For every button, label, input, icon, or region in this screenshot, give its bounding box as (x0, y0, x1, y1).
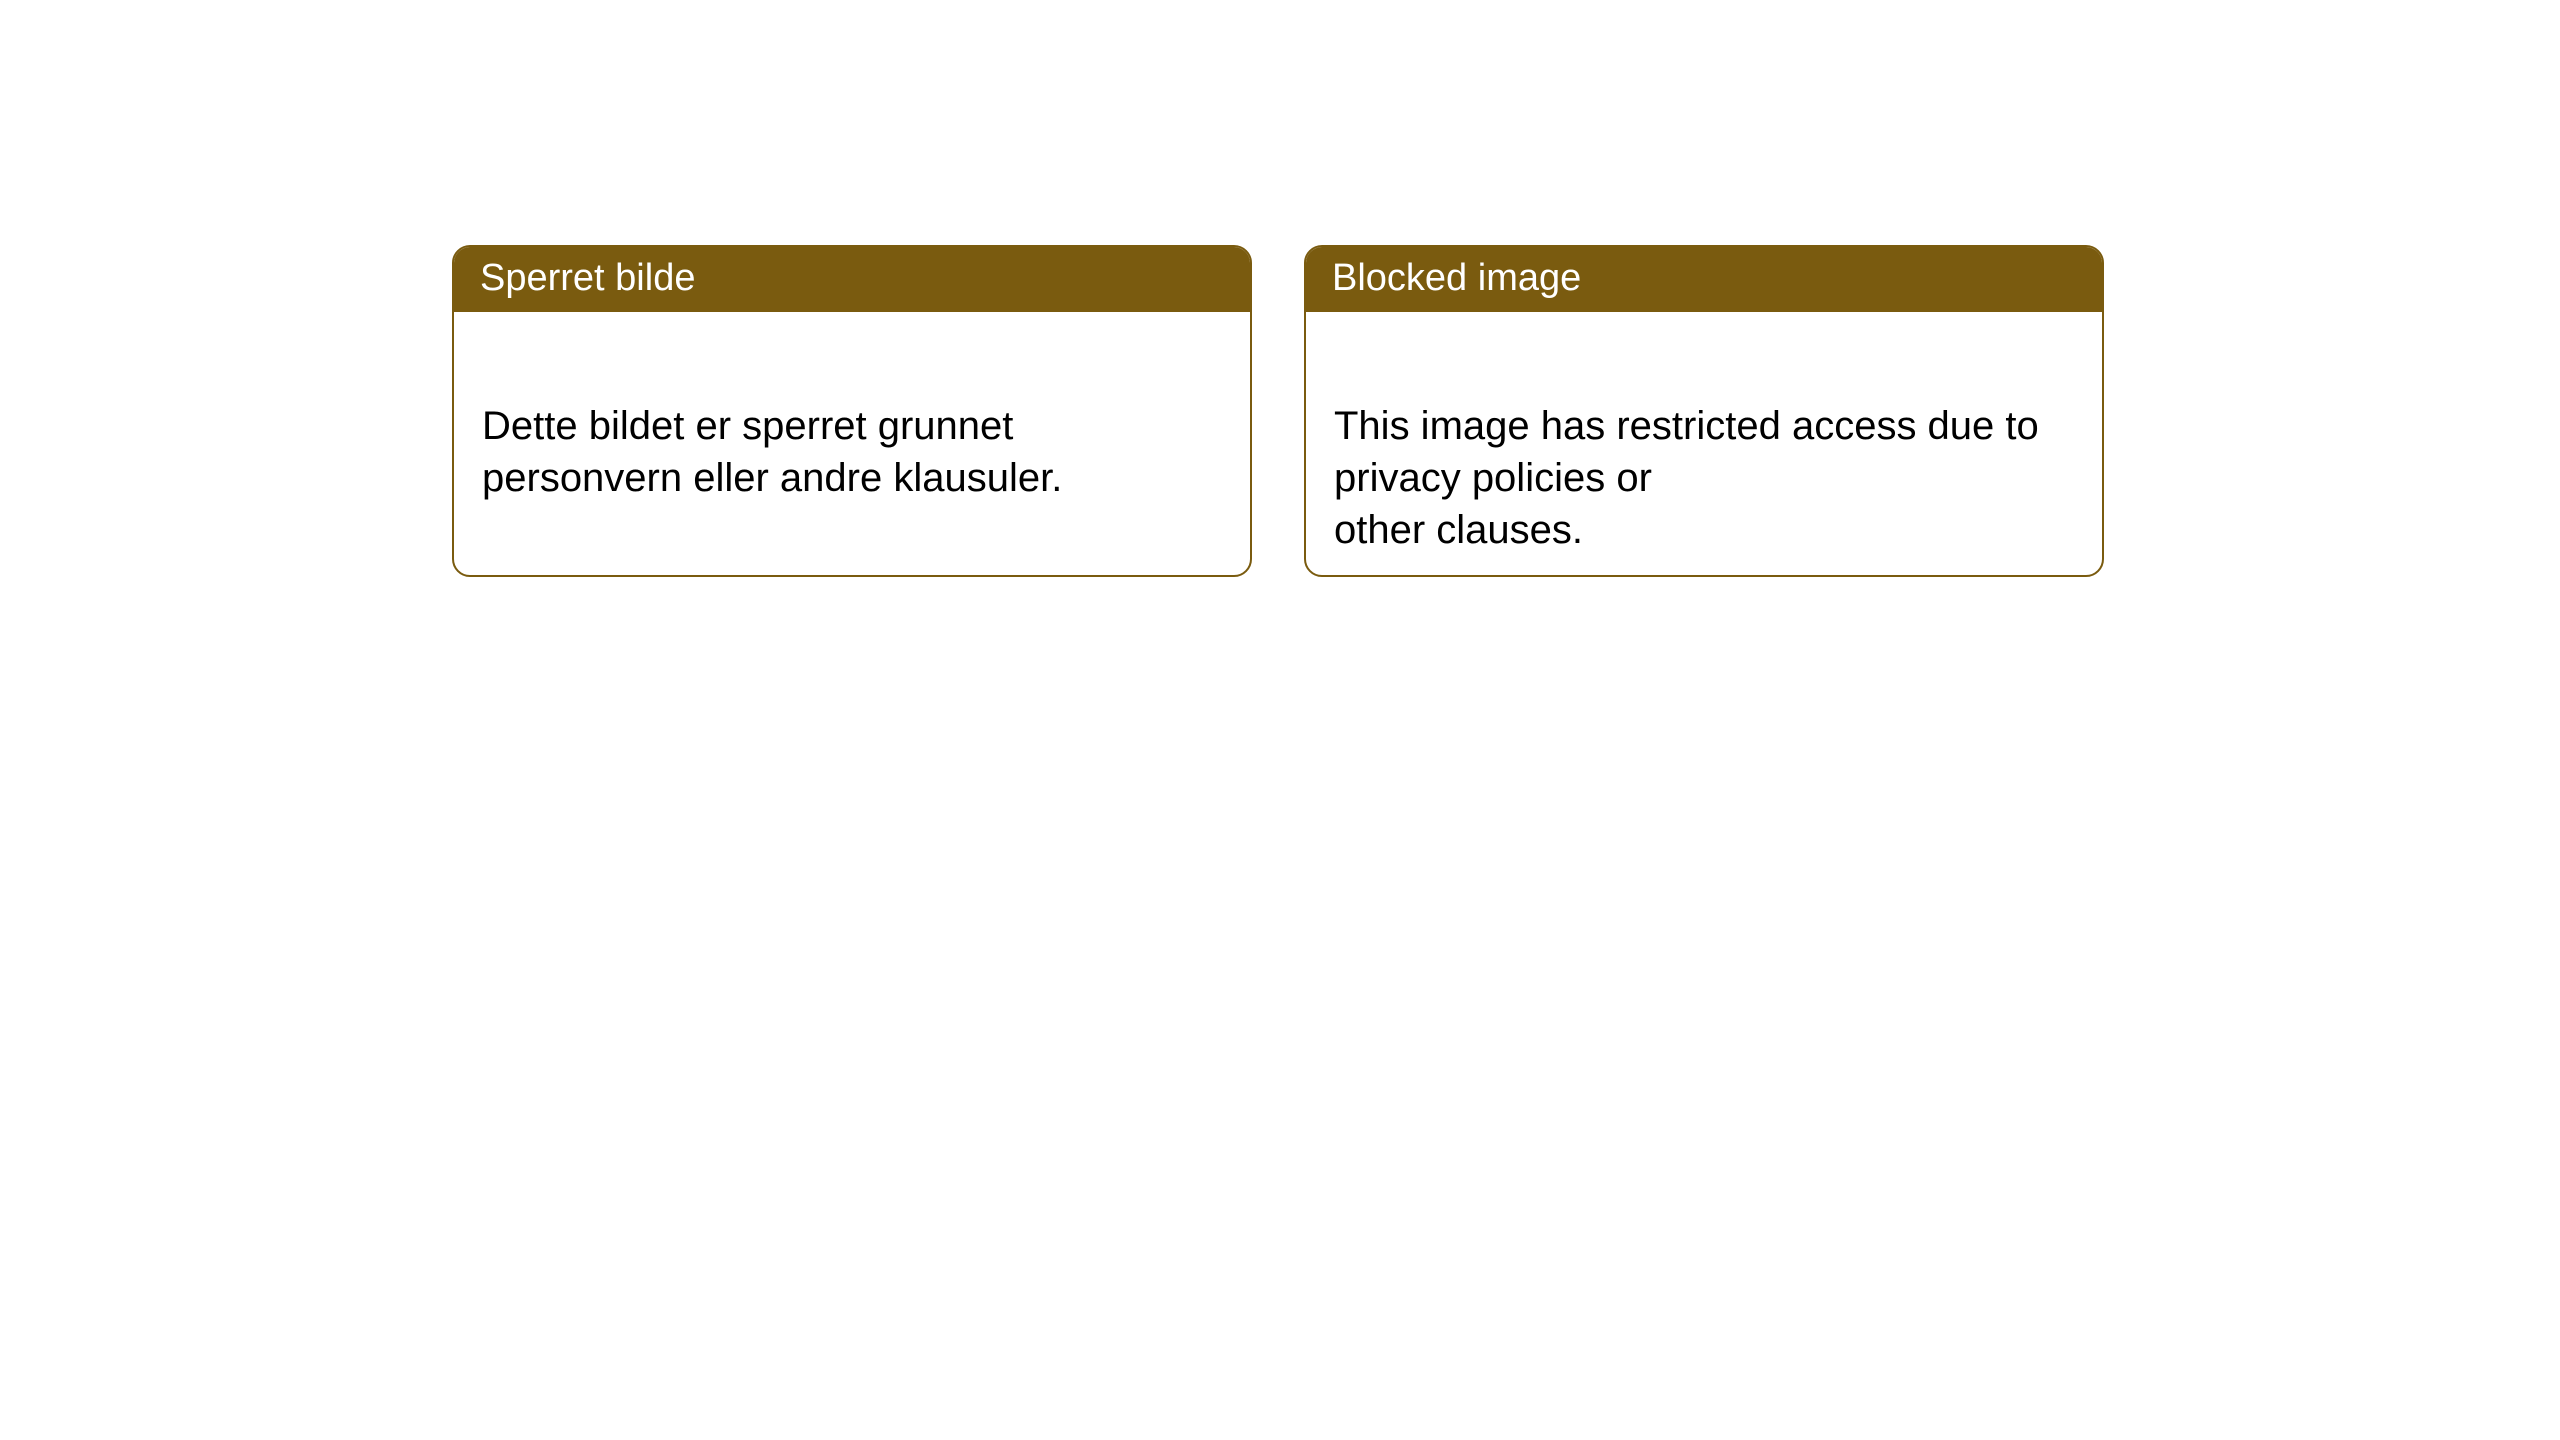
blocked-image-card-no: Sperret bilde Dette bildet er sperret gr… (452, 245, 1252, 577)
card-title-no: Sperret bilde (480, 257, 695, 299)
card-text-en: This image has restricted access due to … (1334, 404, 2039, 552)
card-body-no: Dette bildet er sperret grunnet personve… (454, 312, 1250, 532)
card-header-no: Sperret bilde (454, 247, 1250, 312)
blocked-image-card-en: Blocked image This image has restricted … (1304, 245, 2104, 577)
card-title-en: Blocked image (1332, 257, 1581, 299)
card-body-en: This image has restricted access due to … (1306, 312, 2102, 577)
card-text-no: Dette bildet er sperret grunnet personve… (482, 404, 1062, 500)
card-header-en: Blocked image (1306, 247, 2102, 312)
blocked-image-cards: Sperret bilde Dette bildet er sperret gr… (452, 245, 2104, 577)
